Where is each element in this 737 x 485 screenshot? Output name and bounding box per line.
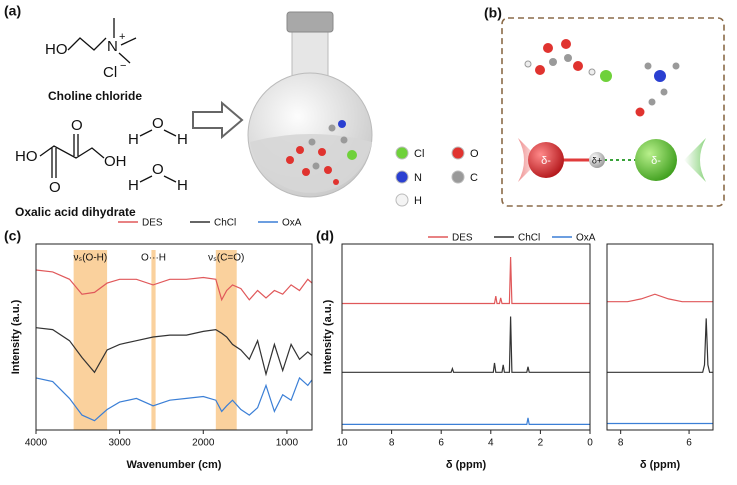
x-tick-label: 4 xyxy=(488,438,494,449)
annotation: νₛ(O-H) xyxy=(73,253,107,264)
atom-label: O xyxy=(152,115,164,132)
x-axis-label: δ (ppm) xyxy=(640,459,681,471)
legend-label: C xyxy=(470,172,478,184)
atom-label: O xyxy=(71,117,83,134)
x-axis-label: δ (ppm) xyxy=(446,459,487,471)
x-tick-label: 6 xyxy=(686,438,692,449)
legend-label: OxA xyxy=(576,233,596,244)
series-line xyxy=(607,293,713,303)
atom-label: O xyxy=(152,161,164,178)
bond xyxy=(139,129,153,137)
y-axis-label: Intensity (a.u.) xyxy=(322,299,334,374)
liquid xyxy=(250,134,372,193)
panel-b: (b) δ- δ+ δ- xyxy=(484,5,725,207)
panel-a: (a) HO N + Cl − Choline chloride HO O O … xyxy=(4,3,373,219)
x-tick-label: 1000 xyxy=(276,438,299,449)
atom xyxy=(635,139,677,181)
legend-label: O xyxy=(470,148,479,160)
legend-atom xyxy=(395,170,409,184)
x-tick-label: 0 xyxy=(587,438,593,449)
x-tick-label: 2 xyxy=(538,438,544,449)
legend-label: DES xyxy=(142,218,163,229)
annotation: νₛ(C=O) xyxy=(208,253,244,264)
panel-label: (c) xyxy=(4,228,21,244)
legend-atom xyxy=(451,146,465,160)
series-line xyxy=(342,417,590,425)
band xyxy=(215,250,237,430)
compound-name: Choline chloride xyxy=(48,89,142,103)
axes-frame xyxy=(35,243,313,431)
compound-name: Oxalic acid dihydrate xyxy=(15,205,136,219)
bond xyxy=(39,145,105,159)
legend-label: Cl xyxy=(414,148,424,160)
atom-label: N xyxy=(107,38,118,55)
legend-label: N xyxy=(414,172,422,184)
field xyxy=(684,138,706,182)
molecule-pair xyxy=(524,39,680,117)
bond xyxy=(163,175,177,183)
bond xyxy=(120,37,137,46)
atom-label: HO xyxy=(15,148,38,165)
flask-neck xyxy=(291,29,329,79)
x-tick-label: 8 xyxy=(389,438,395,449)
series-line xyxy=(342,256,590,305)
charge: δ- xyxy=(541,155,551,167)
annotation: O···H xyxy=(141,253,166,264)
legend-atom xyxy=(451,170,465,184)
atom-label: OH xyxy=(104,153,127,170)
arrow xyxy=(192,100,244,140)
legend-label: ChCl xyxy=(518,233,540,244)
x-tick-label: 10 xyxy=(336,438,348,449)
band xyxy=(73,250,108,430)
y-axis-label: Intensity (a.u.) xyxy=(10,299,22,374)
panel-label: (b) xyxy=(484,5,502,21)
legend-atom xyxy=(395,193,409,207)
atom-label: H xyxy=(177,177,188,194)
x-tick-label: 8 xyxy=(618,438,624,449)
panel-label: (a) xyxy=(4,3,21,19)
atom-label: H xyxy=(177,131,188,148)
atom-label: H xyxy=(128,177,139,194)
x-tick-label: 4000 xyxy=(25,438,48,449)
charge: + xyxy=(119,31,125,43)
series-line xyxy=(342,316,590,373)
charge: δ+ xyxy=(592,155,602,165)
legend-label: OxA xyxy=(282,218,302,229)
flask-cap xyxy=(286,11,334,33)
atom-label: HO xyxy=(45,41,68,58)
series-line xyxy=(35,376,313,422)
charge: δ- xyxy=(651,155,661,167)
water: H O H H O H xyxy=(128,115,188,194)
atom-label: H xyxy=(128,131,139,148)
frame xyxy=(501,17,725,207)
x-axis-label: Wavenumber (cm) xyxy=(127,459,222,471)
bond xyxy=(67,37,107,51)
flask xyxy=(247,11,373,198)
axes-frame xyxy=(606,243,714,431)
series-line xyxy=(35,327,313,377)
legend-label: ChCl xyxy=(214,218,236,229)
charge: − xyxy=(120,60,126,72)
bond xyxy=(163,129,177,137)
panel-label: (d) xyxy=(316,228,334,244)
x-tick-label: 2000 xyxy=(192,438,215,449)
axes-frame xyxy=(341,243,591,431)
atom xyxy=(589,152,605,168)
atom-label: O xyxy=(49,179,61,196)
x-tick-label: 6 xyxy=(438,438,444,449)
band xyxy=(151,250,156,430)
series-line xyxy=(607,318,713,373)
legend-label: H xyxy=(414,195,422,207)
x-tick-label: 3000 xyxy=(109,438,132,449)
atom-label: Cl xyxy=(103,64,117,81)
atom xyxy=(528,142,564,178)
molecules xyxy=(286,120,357,185)
series-line xyxy=(35,269,313,302)
legend-atom xyxy=(395,146,409,160)
bond xyxy=(139,175,153,183)
bond xyxy=(118,52,131,64)
legend-label: DES xyxy=(452,233,473,244)
